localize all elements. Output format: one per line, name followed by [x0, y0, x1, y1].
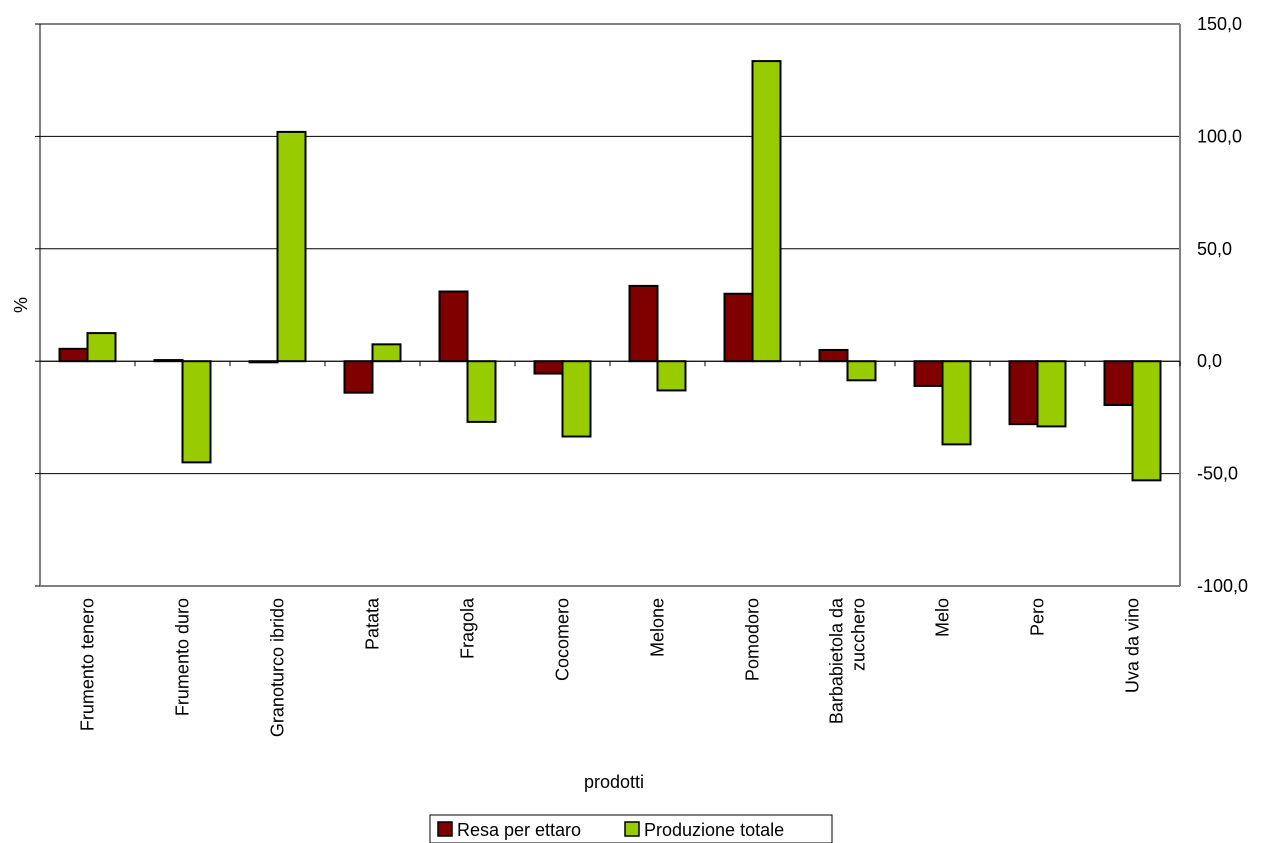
- bar-produzione: [656, 360, 687, 392]
- bars: [58, 60, 1162, 482]
- x-tick-label: Uva da vino: [1123, 598, 1143, 693]
- bar-resa: [913, 360, 944, 387]
- bar-resa: [818, 348, 849, 363]
- y-tick-label: -50,0: [1197, 464, 1238, 484]
- axes: [35, 23, 1181, 587]
- x-tick-labels: Frumento tenero Frumento duro Granoturco i…: [78, 597, 1143, 737]
- bar-resa: [723, 292, 754, 363]
- legend-swatch-produzione: [624, 821, 640, 837]
- plot-area: [40, 24, 1180, 586]
- legend-label-resa: Resa per ettaro: [457, 820, 581, 840]
- x-tick-label: Frumento tenero: [78, 598, 98, 731]
- bar-produzione: [751, 60, 782, 363]
- bar-produzione: [846, 360, 877, 382]
- legend-swatch-resa: [437, 821, 453, 837]
- bar-resa: [1103, 360, 1134, 407]
- y-tick-label: -100,0: [1197, 576, 1248, 596]
- y-tick-label: 50,0: [1197, 239, 1232, 259]
- bar-resa: [533, 360, 564, 375]
- bar-resa: [438, 290, 469, 363]
- bar-resa: [58, 347, 89, 363]
- bar-produzione: [276, 130, 307, 363]
- bar-produzione: [941, 360, 972, 446]
- x-tick-label: Patata: [363, 597, 383, 650]
- bar-produzione: [371, 343, 402, 363]
- bar-produzione: [1131, 360, 1162, 482]
- x-tick-label: Pomodoro: [743, 598, 763, 681]
- bar-produzione: [181, 360, 212, 464]
- y-tick-labels: -100,0 -50,0 0,0 50,0 100,0 150,0: [1197, 14, 1248, 596]
- bar-produzione: [86, 332, 117, 363]
- x-tick-label: Barbabietola da: [827, 597, 847, 724]
- bar-produzione: [561, 360, 592, 438]
- y-tick-label: 0,0: [1197, 351, 1222, 371]
- x-tick-label: Granoturco ibrido: [268, 598, 288, 737]
- x-tick-label: Pero: [1028, 598, 1048, 636]
- x-tick-label: Frumento duro: [173, 598, 193, 716]
- y-tick-label: 150,0: [1197, 14, 1242, 34]
- y-tick-label: 100,0: [1197, 126, 1242, 146]
- y-axis-title: %: [11, 297, 31, 313]
- legend-label-produzione: Produzione totale: [644, 820, 784, 840]
- x-tick-label: Fragola: [458, 597, 478, 659]
- x-axis-title: prodotti: [584, 772, 644, 792]
- x-tick-label: Melone: [648, 598, 668, 657]
- bar-resa: [343, 360, 374, 394]
- x-tick-label: zucchero: [849, 598, 869, 671]
- bar-resa: [1008, 360, 1039, 426]
- bar-resa: [628, 284, 659, 363]
- legend: Resa per ettaro Produzione totale: [429, 814, 833, 843]
- bar-produzione: [1036, 360, 1067, 428]
- x-tick-label: Cocomero: [553, 598, 573, 681]
- bar-produzione: [466, 360, 497, 423]
- x-tick-label: Melo: [933, 598, 953, 637]
